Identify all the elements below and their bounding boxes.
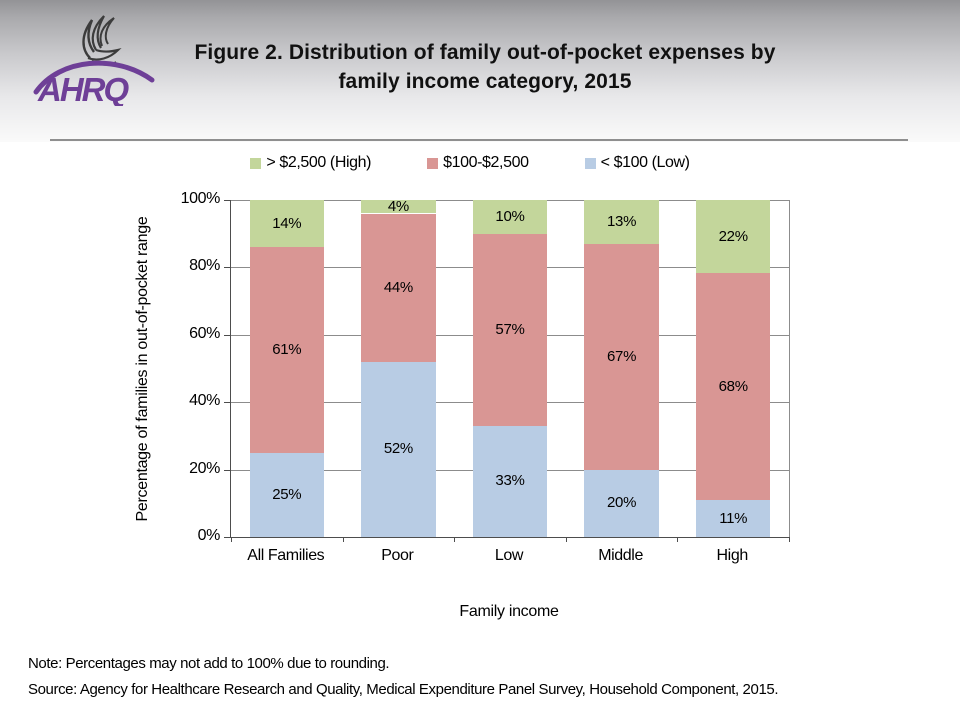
legend-label: < $100 (Low) xyxy=(600,154,690,171)
hhs-eagle-icon xyxy=(82,15,122,66)
bar-segment xyxy=(361,361,436,537)
source-text: Source: Agency for Healthcare Research a… xyxy=(28,681,779,698)
data-label: 33% xyxy=(495,472,525,490)
data-label: 20% xyxy=(607,494,637,512)
data-label: 68% xyxy=(718,377,748,395)
bar-segment xyxy=(696,500,771,537)
figure-title: Figure 2. Distribution of family out-of-… xyxy=(150,38,820,96)
stacked-bar-high: 11% 68% 22% xyxy=(696,200,771,537)
y-axis-tick xyxy=(224,537,231,538)
stacked-bar-all-families: 25% 61% 14% xyxy=(249,200,324,537)
y-tick-label: 80% xyxy=(189,257,220,275)
x-category-label: Low xyxy=(494,547,524,564)
header-banner: AHRQ Figure 2. Distribution of family ou… xyxy=(0,0,960,142)
svg-text:AHRQ: AHRQ xyxy=(37,71,129,106)
bar-segment xyxy=(361,200,436,214)
data-label: 67% xyxy=(607,347,637,365)
data-label: 13% xyxy=(607,212,637,230)
bar-segment xyxy=(584,200,659,244)
divider-line xyxy=(50,139,908,141)
bar-segment xyxy=(472,233,548,426)
x-axis-tick xyxy=(789,537,790,542)
y-axis-tick xyxy=(224,402,231,404)
x-axis-tick xyxy=(677,537,679,542)
data-label: 52% xyxy=(383,440,413,458)
x-axis-title: Family income xyxy=(459,603,559,620)
y-axis-tick xyxy=(224,267,231,269)
y-tick-label: 40% xyxy=(189,392,220,410)
plot-area: 25% 61% 14% 52% 44% 4% 33% 57% 10% 20% 67% 13% 11% 68… xyxy=(224,197,790,542)
legend-swatch-icon xyxy=(250,157,262,169)
y-tick-label: 60% xyxy=(189,324,220,342)
data-label: 25% xyxy=(272,485,302,503)
y-tick-label: 100% xyxy=(180,190,221,207)
chart-legend: > $2,500 (High) $100-$2,500 < $100 (Low) xyxy=(0,154,940,172)
data-label: 14% xyxy=(272,214,302,232)
legend-item: $100-$2,500 xyxy=(427,154,529,172)
bar-segment xyxy=(584,243,659,470)
x-category-label: High xyxy=(716,547,749,564)
x-category-label: Middle xyxy=(598,547,643,564)
figure-title-line1: Figure 2. Distribution of family out-of-… xyxy=(194,41,776,64)
y-tick-label: 0% xyxy=(197,527,221,544)
x-axis-tick xyxy=(342,537,344,542)
data-label: 10% xyxy=(495,207,525,225)
data-label: 57% xyxy=(495,320,525,338)
bar-segment xyxy=(696,273,771,501)
bar-segment xyxy=(361,213,436,362)
bar-segment xyxy=(696,200,771,274)
bar-segment xyxy=(584,469,659,537)
data-label: 4% xyxy=(387,197,409,215)
data-label: 61% xyxy=(272,340,302,358)
y-axis-tick xyxy=(224,469,231,471)
x-axis-tick xyxy=(231,537,232,542)
y-axis-tick xyxy=(224,200,231,201)
stacked-bar-middle: 20% 67% 13% xyxy=(584,200,659,537)
stacked-bar-low: 33% 57% 10% xyxy=(472,200,548,537)
legend-label: $100-$2,500 xyxy=(443,154,529,171)
stacked-bar-poor: 52% 44% 4% xyxy=(361,197,436,537)
legend-swatch-icon xyxy=(427,157,439,169)
y-tick-label: 20% xyxy=(189,459,220,477)
data-label: 11% xyxy=(719,509,748,527)
data-label: 22% xyxy=(718,227,748,245)
legend-label: > $2,500 (High) xyxy=(266,154,372,171)
bar-segment xyxy=(249,200,324,248)
bar-segment xyxy=(472,425,548,537)
x-category-label: All Families xyxy=(247,547,325,564)
note-text: Note: Percentages may not add to 100% du… xyxy=(28,655,390,672)
x-category-label: Poor xyxy=(381,547,414,564)
x-axis-tick xyxy=(454,537,456,542)
ahrq-logo: AHRQ xyxy=(30,6,160,106)
footer-notes: Note: Percentages may not add to 100% du… xyxy=(28,655,938,707)
y-axis-tick xyxy=(224,334,231,336)
figure-title-line2: family income category, 2015 xyxy=(338,70,632,93)
x-axis-tick xyxy=(565,537,567,542)
bar-segment xyxy=(472,200,548,234)
legend-swatch-icon xyxy=(584,157,596,169)
data-label: 44% xyxy=(383,278,413,296)
chart-area: Percentage of families in out-of-pocket … xyxy=(0,185,960,640)
bar-segment xyxy=(249,452,324,537)
bar-segment xyxy=(249,247,324,453)
ahrq-wordmark: AHRQ xyxy=(33,60,155,106)
legend-item: < $100 (Low) xyxy=(584,154,690,172)
legend-item: > $2,500 (High) xyxy=(250,154,372,172)
